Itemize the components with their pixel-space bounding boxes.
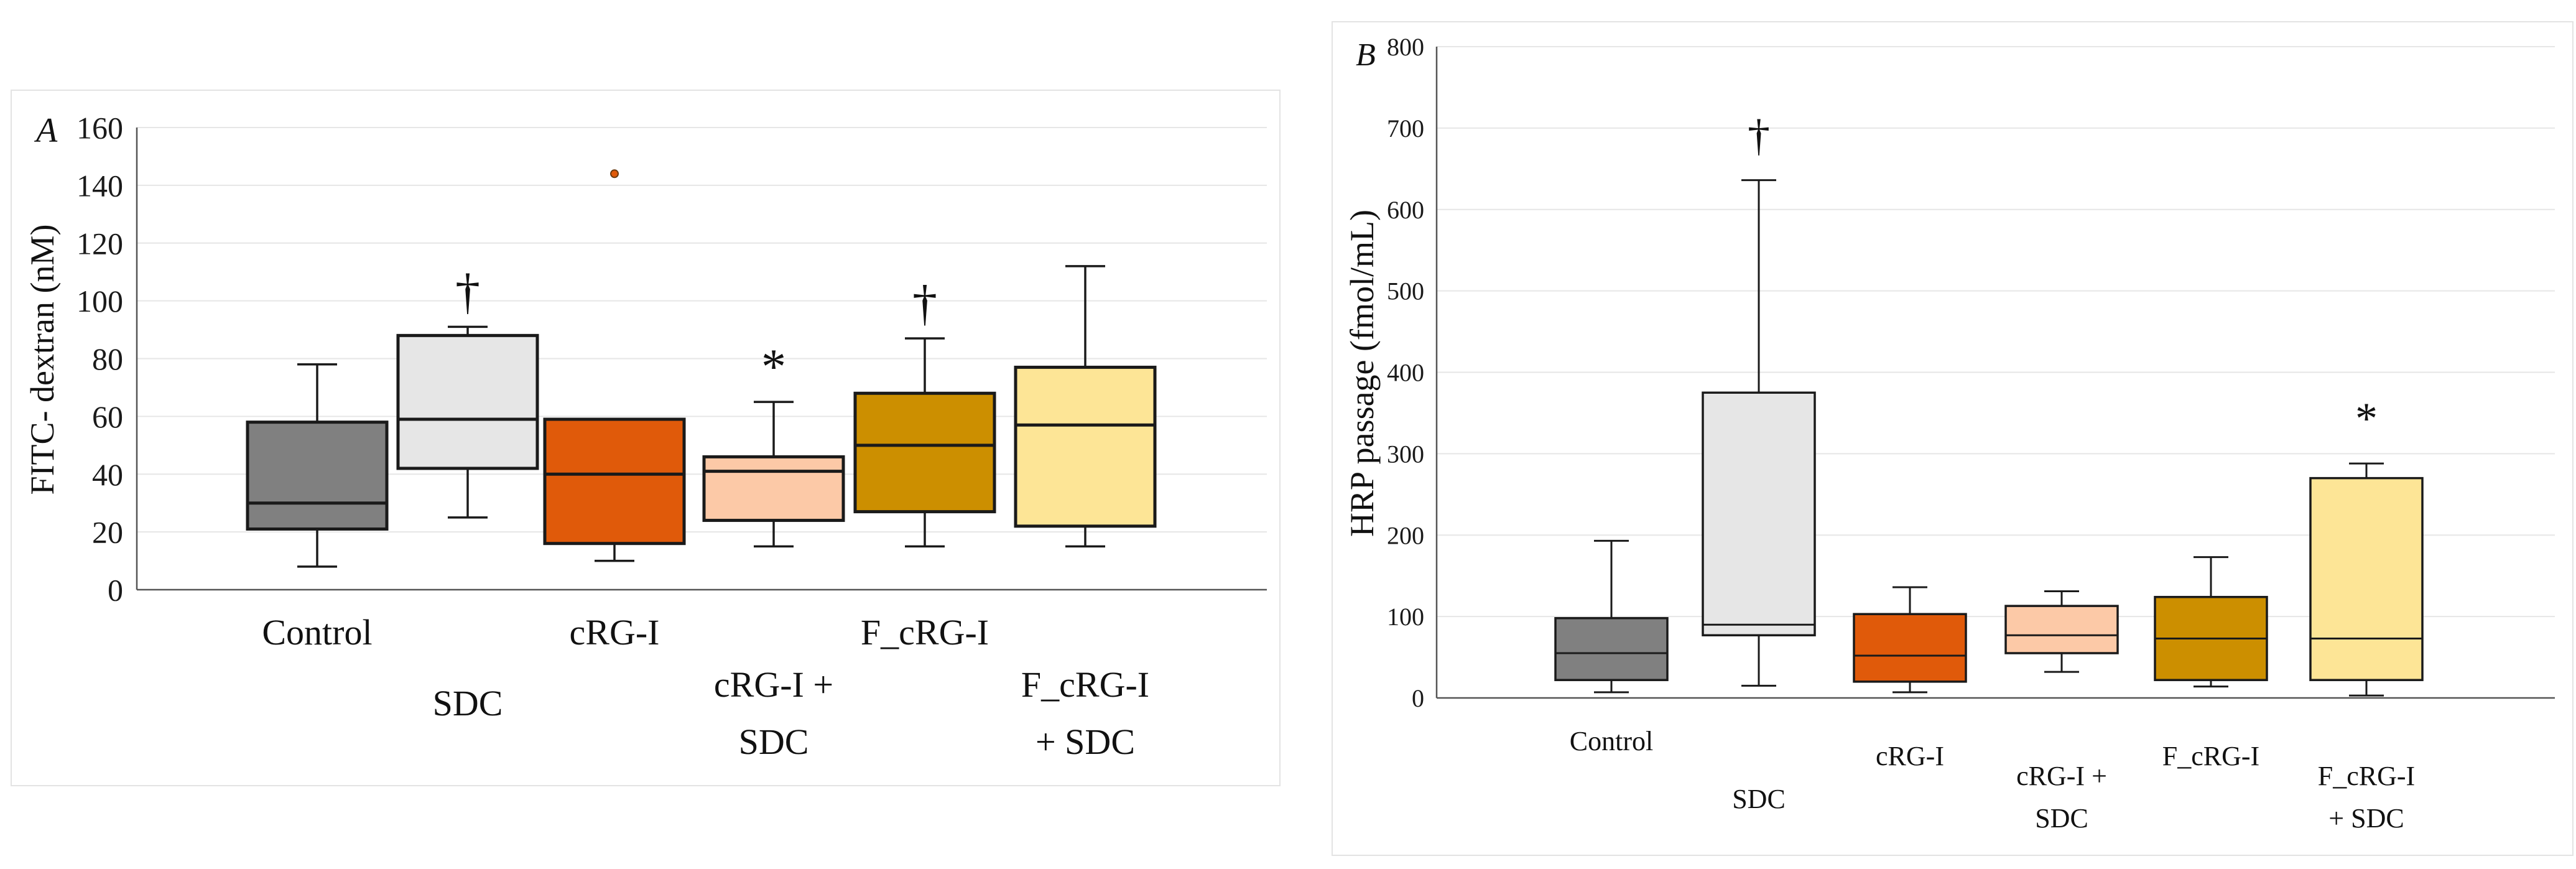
x-category-label: cRG-I + xyxy=(714,664,833,705)
box-6 xyxy=(1014,265,1157,548)
x-category-label: F_cRG-I xyxy=(861,612,989,653)
iqr-box xyxy=(1853,613,1967,683)
box-2 xyxy=(396,325,539,519)
panel-a-y-tick-labels: 0 20 40 60 80 100 120 140 160 xyxy=(76,111,123,608)
y-tick-label: 140 xyxy=(76,168,123,203)
y-tick-label: 800 xyxy=(1387,33,1424,61)
x-category-label: F_cRG-I xyxy=(1021,664,1149,705)
panel-b-label: B xyxy=(1356,37,1376,73)
y-tick-label: 400 xyxy=(1387,359,1424,387)
iqr-box xyxy=(2309,476,2424,681)
iqr-box xyxy=(1554,616,1669,681)
significance-marker: * xyxy=(2355,394,2378,444)
panel-b-category-labels: Control SDC cRG-I cRG-I + SDC F_cRG-I F_cRG-I +… xyxy=(1570,726,2415,834)
x-category-label: cRG-I xyxy=(1876,741,1944,771)
x-category-label: SDC xyxy=(1732,784,1786,814)
y-tick-label: 80 xyxy=(92,342,123,376)
box-1 xyxy=(1554,539,1669,694)
y-tick-label: 120 xyxy=(76,226,123,261)
box-3 xyxy=(543,169,686,562)
box-4 xyxy=(2004,590,2119,673)
box-3 xyxy=(1853,586,1967,694)
panel-a-y-axis-title: FITC- dextran (nM) xyxy=(24,225,61,495)
y-tick-label: 200 xyxy=(1387,521,1424,549)
panel-b-significance-markers: †* xyxy=(1748,111,2378,444)
panel-b-gridlines xyxy=(1437,46,2555,618)
significance-marker: † xyxy=(912,276,937,331)
y-tick-label: 100 xyxy=(1387,603,1424,631)
iqr-box xyxy=(246,421,389,531)
chart-panel-a: A FITC- dextran (nM) 0 20 40 60 80 100 120 140 1… xyxy=(11,90,1281,786)
y-tick-label: 500 xyxy=(1387,277,1424,305)
box-1 xyxy=(246,363,389,568)
x-category-label-line2: + SDC xyxy=(2328,803,2404,834)
x-category-label: SDC xyxy=(433,683,503,723)
significance-marker: † xyxy=(455,264,480,319)
x-category-label-line2: SDC xyxy=(2035,803,2088,834)
x-category-label: cRG-I xyxy=(570,612,660,653)
significance-marker: † xyxy=(1748,111,1770,160)
y-tick-label: 100 xyxy=(76,284,123,318)
x-category-label: Control xyxy=(262,612,372,653)
panel-b-frame xyxy=(1332,21,2574,856)
panel-b-y-tick-labels: 0 100 200 300 400 500 600 700 800 xyxy=(1387,33,1424,712)
box-6 xyxy=(2309,462,2424,697)
box-4 xyxy=(702,401,845,548)
x-category-label-line2: SDC xyxy=(739,722,809,762)
panel-b-y-axis-title: HRP passage (fmol/mL) xyxy=(1343,210,1381,537)
significance-marker: * xyxy=(761,340,786,394)
panel-a-category-labels: Control SDC cRG-I cRG-I + SDC F_cRG-I F_cRG-I +… xyxy=(262,612,1149,762)
y-tick-label: 0 xyxy=(108,573,123,608)
panel-a-label: A xyxy=(34,111,58,150)
x-category-label: F_cRG-I xyxy=(2162,741,2259,771)
box-2 xyxy=(1702,179,1816,687)
y-tick-label: 60 xyxy=(92,399,123,434)
iqr-box xyxy=(1702,391,1816,636)
y-tick-label: 600 xyxy=(1387,196,1424,224)
y-tick-label: 40 xyxy=(92,457,123,492)
iqr-box xyxy=(1014,365,1157,528)
panel-a-significance-markers: † * † xyxy=(455,264,937,394)
iqr-box xyxy=(396,333,539,470)
x-category-label: Control xyxy=(1570,726,1653,756)
panel-b-boxes xyxy=(1554,179,2424,697)
y-tick-label: 300 xyxy=(1387,440,1424,468)
chart-panel-b: B HRP passage (fmol/mL) 0 100 200 300 400 500… xyxy=(1332,21,2574,856)
iqr-box xyxy=(702,455,845,523)
panel-a-boxes xyxy=(246,169,1157,568)
x-category-label: F_cRG-I xyxy=(2318,761,2415,791)
y-tick-label: 20 xyxy=(92,515,123,550)
iqr-box xyxy=(543,417,686,546)
x-category-label: cRG-I + xyxy=(2016,761,2107,791)
y-tick-label: 160 xyxy=(76,111,123,146)
y-tick-label: 0 xyxy=(1412,684,1424,712)
iqr-box xyxy=(853,391,996,514)
x-category-label-line2: + SDC xyxy=(1035,722,1135,762)
box-5 xyxy=(2154,556,2268,688)
y-tick-label: 700 xyxy=(1387,114,1424,142)
iqr-box xyxy=(2004,605,2119,654)
outlier-point xyxy=(610,169,619,179)
box-5 xyxy=(853,337,996,548)
